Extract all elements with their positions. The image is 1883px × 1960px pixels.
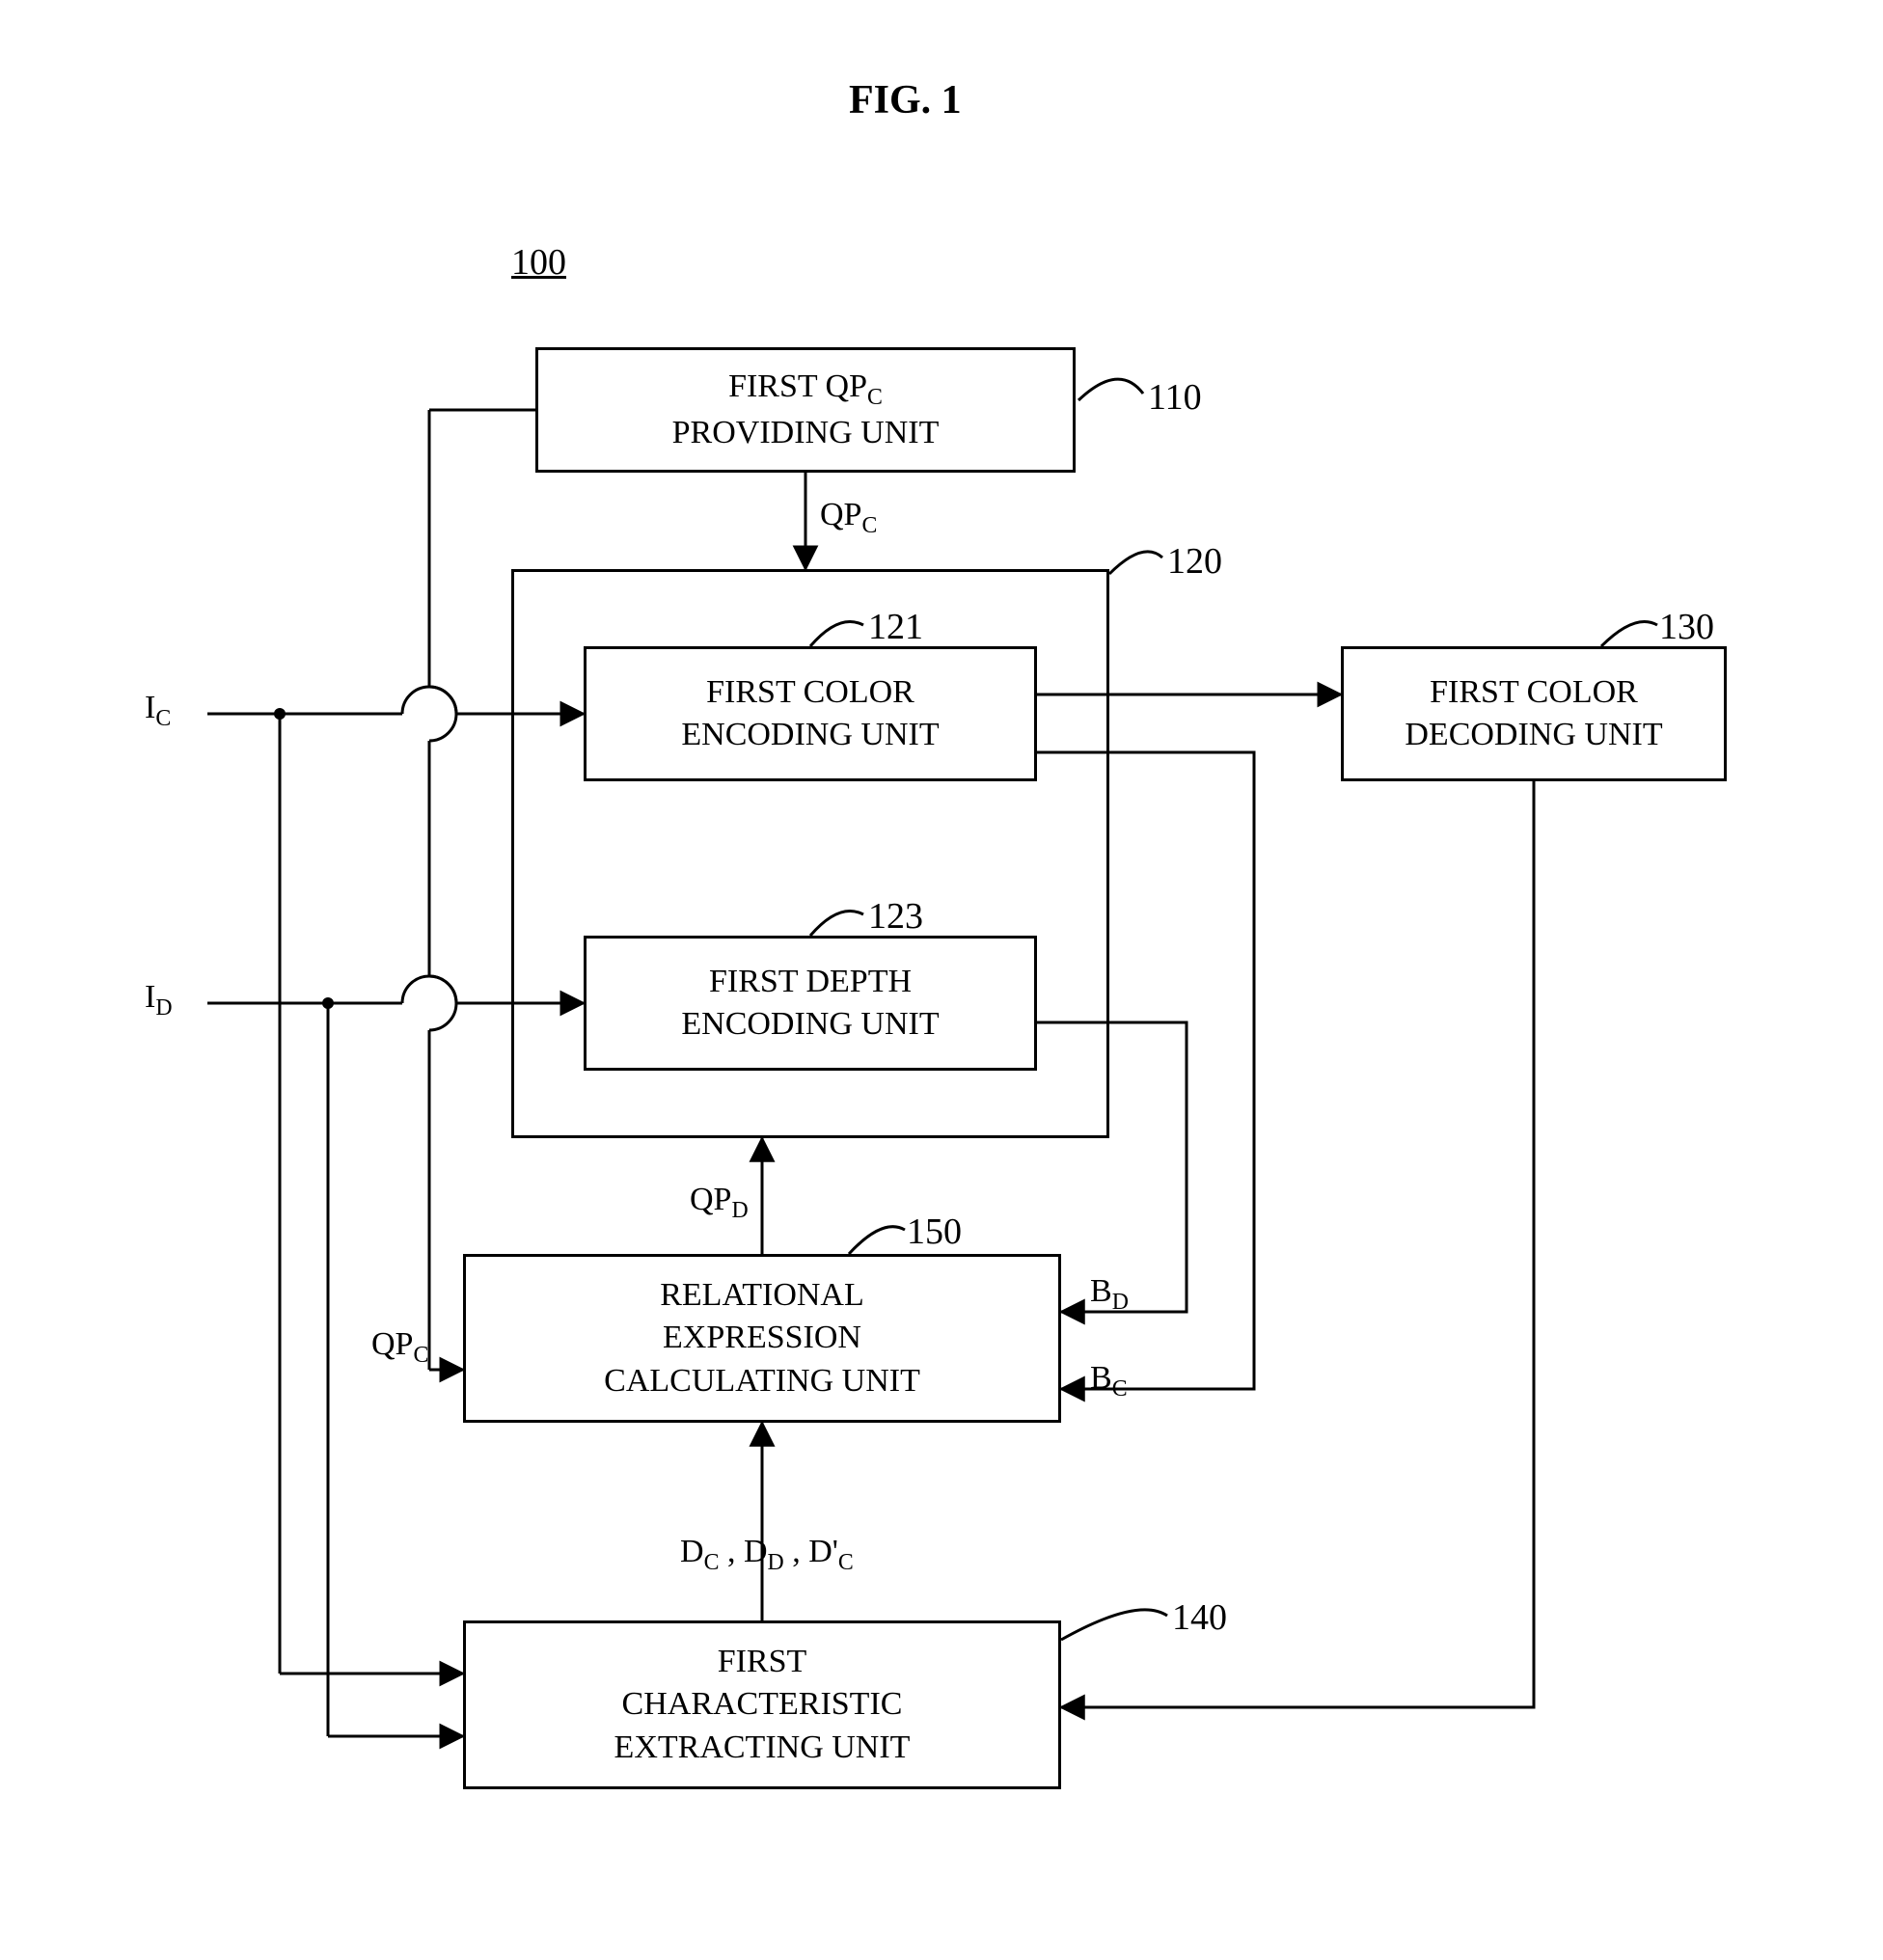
qpc-top-label: QPC (820, 497, 877, 539)
relational-expression-calculating-unit: RELATIONAL EXPRESSION CALCULATING UNIT (463, 1254, 1061, 1423)
first-depth-encoding-unit: FIRST DEPTH ENCODING UNIT (584, 936, 1037, 1071)
first-color-decoding-unit: FIRST COLOR DECODING UNIT (1341, 646, 1727, 781)
system-ref: 100 (511, 241, 566, 284)
ref-150: 150 (907, 1211, 962, 1253)
ref-130: 130 (1659, 606, 1714, 648)
bc-label: BC (1090, 1360, 1128, 1402)
ref-110: 110 (1148, 376, 1202, 419)
input-id-label: ID (145, 979, 173, 1021)
ref-140: 140 (1172, 1596, 1227, 1639)
ref-123: 123 (868, 895, 923, 938)
first-characteristic-extracting-unit: FIRST CHARACTERISTIC EXTRACTING UNIT (463, 1620, 1061, 1789)
ref-120: 120 (1167, 540, 1222, 583)
ref-121: 121 (868, 606, 923, 648)
dc-dd-dpc-label: DC , DD , D'C (680, 1534, 854, 1576)
qpc-left-label: QPC (371, 1326, 428, 1369)
first-color-encoding-unit: FIRST COLOR ENCODING UNIT (584, 646, 1037, 781)
figure-title: FIG. 1 (849, 77, 962, 123)
bd-label: BD (1090, 1273, 1129, 1316)
input-ic-label: IC (145, 690, 171, 732)
qpc-providing-label: FIRST QPC PROVIDING UNIT (672, 366, 940, 455)
qpc-providing-unit: FIRST QPC PROVIDING UNIT (535, 347, 1076, 473)
diagram-canvas: FIG. 1 100 FIRST QPC PROVIDING UNIT 110 … (0, 0, 1883, 1960)
qpd-label: QPD (690, 1182, 749, 1224)
